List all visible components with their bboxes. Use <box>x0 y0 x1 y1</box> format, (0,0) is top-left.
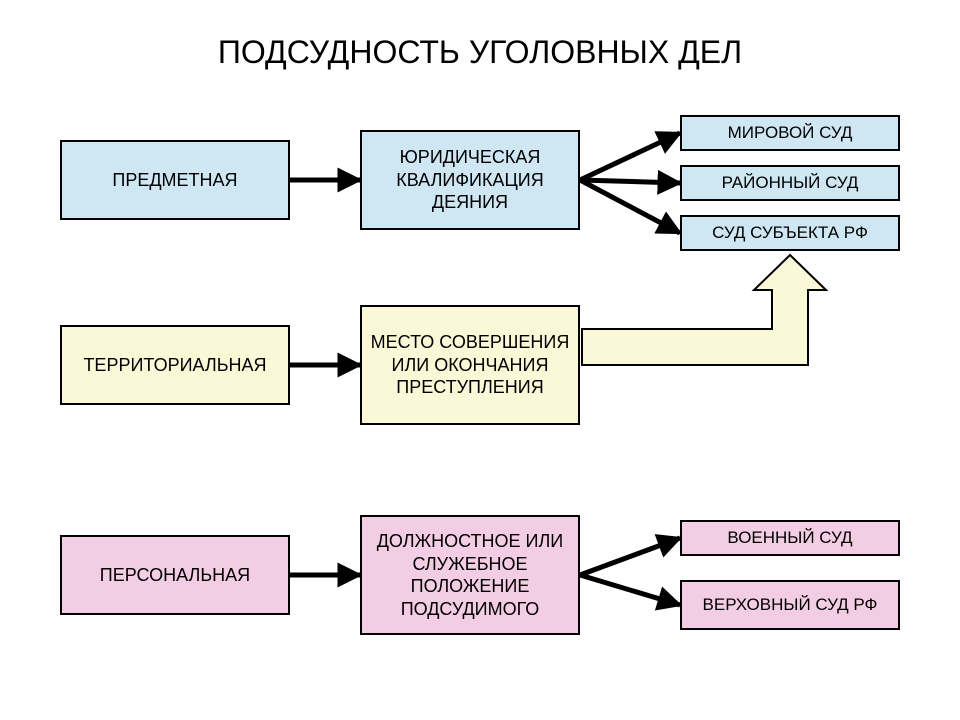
arrow-r1c2-r1o1 <box>580 133 680 180</box>
box-r1o1: МИРОВОЙ СУД <box>680 115 900 151</box>
arrow-r3c2-r3o2 <box>580 575 680 605</box>
box-r1o2: РАЙОННЫЙ СУД <box>680 165 900 201</box>
block-arrow-up <box>582 255 826 365</box>
box-r3c2: ДОЛЖНОСТНОЕ ИЛИ СЛУЖЕБНОЕ ПОЛОЖЕНИЕ ПОДС… <box>360 515 580 635</box>
box-r3o1: ВОЕННЫЙ СУД <box>680 520 900 556</box>
box-r3o2: ВЕРХОВНЫЙ СУД РФ <box>680 580 900 630</box>
diagram-stage: ПОДСУДНОСТЬ УГОЛОВНЫХ ДЕЛ ПРЕДМЕТНАЯ ЮРИД… <box>0 0 960 720</box>
box-r3c1: ПЕРСОНАЛЬНАЯ <box>60 535 290 615</box>
box-r1c2: ЮРИДИЧЕСКАЯ КВАЛИФИКАЦИЯ ДЕЯНИЯ <box>360 130 580 230</box>
arrow-r1c2-r1o3 <box>580 180 680 233</box>
box-r1c1: ПРЕДМЕТНАЯ <box>60 140 290 220</box>
box-r2c2: МЕСТО СОВЕРШЕНИЯ ИЛИ ОКОНЧАНИЯ ПРЕСТУПЛЕ… <box>360 305 580 425</box>
box-r2c1: ТЕРРИТОРИАЛЬНАЯ <box>60 325 290 405</box>
diagram-title: ПОДСУДНОСТЬ УГОЛОВНЫХ ДЕЛ <box>0 34 960 71</box>
arrow-r1c2-r1o2 <box>580 180 680 183</box>
arrow-r3c2-r3o1 <box>580 538 680 575</box>
box-r1o3: СУД СУБЪЕКТА РФ <box>680 215 900 251</box>
